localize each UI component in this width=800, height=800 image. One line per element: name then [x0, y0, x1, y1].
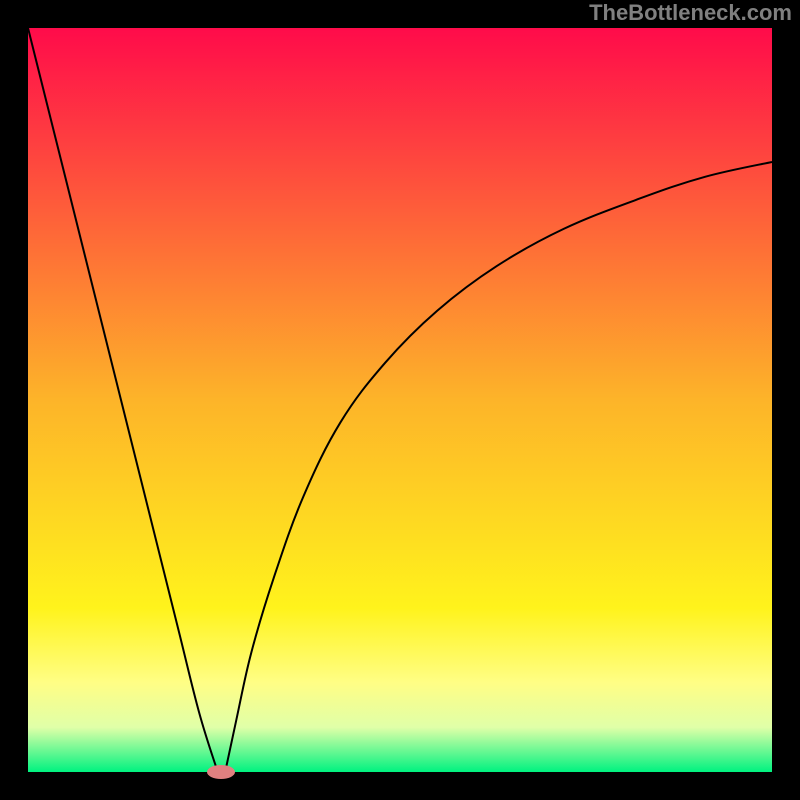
chart-container: { "watermark": { "text": "TheBottleneck.… [0, 0, 800, 800]
optimal-marker [207, 765, 235, 779]
plot-area [28, 28, 772, 772]
watermark: TheBottleneck.com [589, 0, 792, 26]
bottleneck-curve [28, 28, 772, 772]
